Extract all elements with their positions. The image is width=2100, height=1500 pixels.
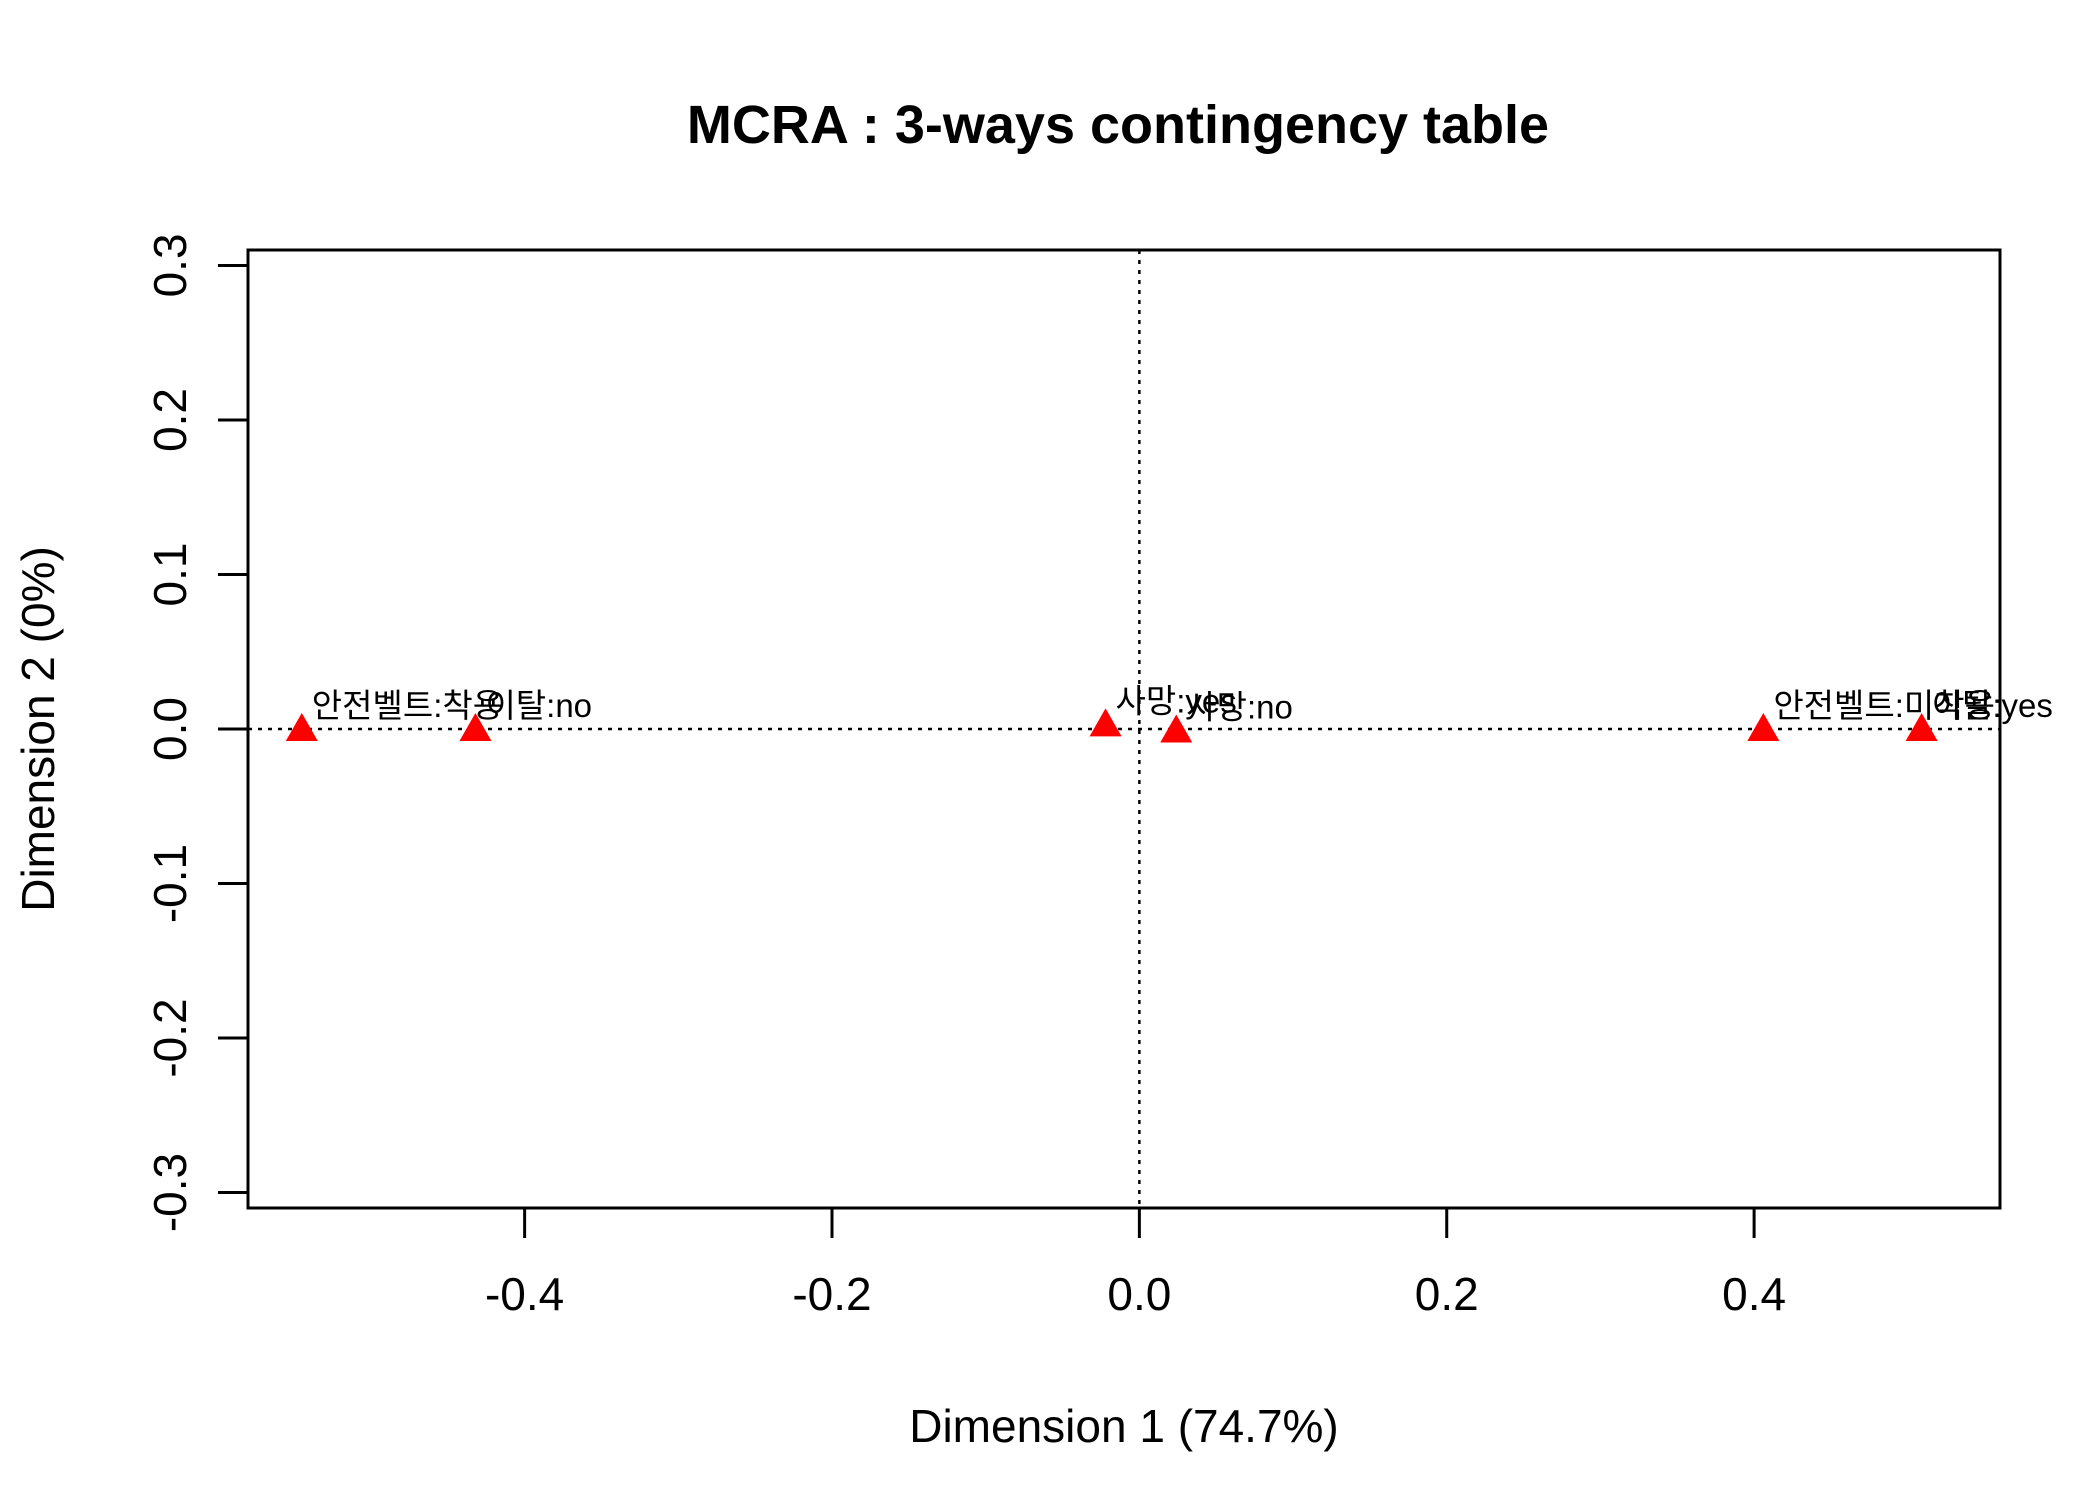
point-marker <box>1160 714 1193 743</box>
point-label: 이탈:yes <box>1932 687 2053 724</box>
y-tick-label: -0.1 <box>144 844 196 923</box>
chart-title: MCRA : 3-ways contingency table <box>687 95 1549 155</box>
y-tick-label: -0.2 <box>144 998 196 1077</box>
x-tick-label: 0.4 <box>1722 1268 1786 1320</box>
y-tick-label: 0.2 <box>144 388 196 452</box>
reference-lines <box>248 250 2000 1208</box>
point-marker <box>1905 713 1938 741</box>
point-marker <box>1747 713 1780 741</box>
y-axis: -0.3 -0.2 -0.1 0.0 0.1 0.2 0.3 <box>144 233 250 1232</box>
x-tick-label: -0.4 <box>485 1268 564 1320</box>
point-label: 안전벨트:미착용 <box>1773 687 1995 724</box>
point-marker <box>459 713 492 741</box>
x-axis-label: Dimension 1 (74.7%) <box>909 1400 1339 1452</box>
point-marker <box>1089 708 1122 737</box>
point-label: 사망:no <box>1186 689 1293 726</box>
y-tick-label: 0.1 <box>144 543 196 607</box>
y-axis-label: Dimension 2 (0%) <box>12 546 64 912</box>
point-label: 안전벨트:착용 <box>312 687 503 724</box>
y-tick-label: 0.0 <box>144 697 196 761</box>
x-tick-label: -0.2 <box>792 1268 871 1320</box>
point-label: 이탈:no <box>485 687 592 724</box>
y-tick-label: 0.3 <box>144 233 196 297</box>
y-tick-label: -0.3 <box>144 1153 196 1232</box>
x-tick-label: 0.0 <box>1107 1268 1171 1320</box>
x-axis: -0.4 -0.2 0.0 0.2 0.4 <box>485 1206 1786 1320</box>
x-tick-label: 0.2 <box>1415 1268 1479 1320</box>
point-label: 사망:yes <box>1116 682 1237 719</box>
data-points <box>285 708 1938 743</box>
point-marker <box>285 713 318 741</box>
